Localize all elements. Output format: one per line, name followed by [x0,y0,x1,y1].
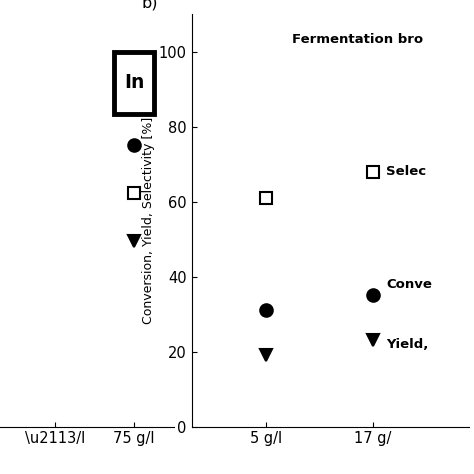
Y-axis label: Conversion, Yield, Selectivity [%]: Conversion, Yield, Selectivity [%] [142,117,155,324]
Text: Fermentation bro: Fermentation bro [292,33,423,46]
Text: Selec: Selec [386,165,426,178]
FancyBboxPatch shape [114,52,154,114]
Text: In: In [124,73,144,92]
Text: Yield,: Yield, [386,337,428,351]
Text: Conve: Conve [386,278,432,291]
Text: b): b) [142,0,158,10]
